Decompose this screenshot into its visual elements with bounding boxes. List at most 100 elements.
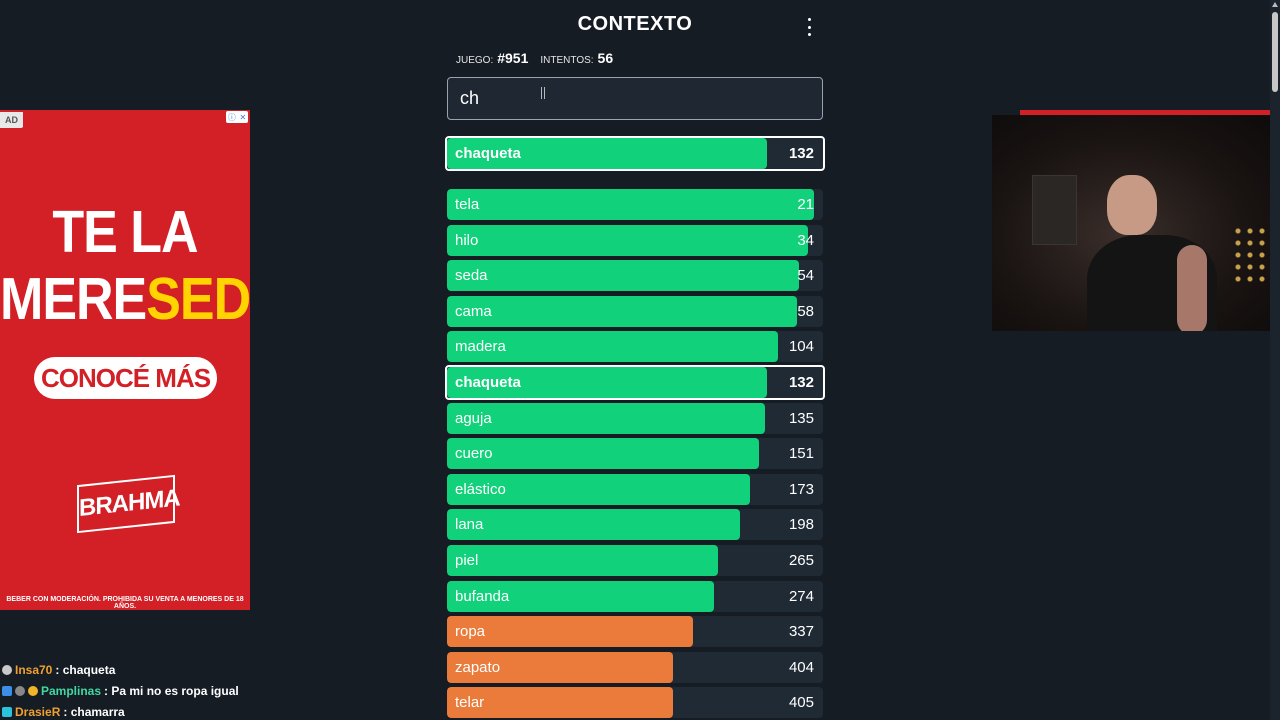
chat-message: Pamplinas : Pa mi no es ropa igual bbox=[2, 680, 422, 701]
guess-rank: 151 bbox=[788, 445, 814, 463]
guess-word: lana bbox=[455, 516, 484, 534]
chat-overlay: Insa70 : chaqueta Pamplinas : Pa mi no e… bbox=[2, 659, 422, 720]
attempts-label: INTENTOS: bbox=[540, 55, 594, 66]
guess-row: piel 265 bbox=[447, 545, 823, 576]
chat-text: : chaqueta bbox=[55, 662, 116, 677]
guess-rank: 58 bbox=[797, 302, 814, 320]
similarity-bar bbox=[447, 189, 814, 220]
webcam-feed bbox=[992, 115, 1280, 331]
attempts-count: 56 bbox=[597, 50, 614, 66]
similarity-bar bbox=[447, 545, 718, 576]
guess-row: telar 405 bbox=[447, 687, 823, 719]
guess-word: ropa bbox=[455, 623, 486, 641]
guess-word: elástico bbox=[455, 480, 506, 498]
similarity-bar bbox=[447, 473, 750, 505]
similarity-bar bbox=[447, 331, 778, 363]
chat-badge-icon bbox=[2, 706, 12, 717]
ad-headline-line1: TE LA bbox=[52, 199, 198, 266]
guess-rank: 34 bbox=[797, 231, 814, 249]
chat-text: : Pa mi no es ropa igual bbox=[104, 683, 239, 698]
guess-row: cama 58 bbox=[447, 295, 823, 327]
guess-row: madera 104 bbox=[447, 331, 823, 363]
chat-badge-icon bbox=[2, 685, 12, 696]
guess-row: zapato 404 bbox=[447, 651, 823, 683]
info-icon[interactable]: ⓘ bbox=[227, 112, 236, 122]
guess-rank: 135 bbox=[788, 409, 814, 427]
guess-row: ropa 337 bbox=[447, 616, 823, 648]
guess-word: cuero bbox=[455, 445, 493, 463]
brand-logo: BRAHMA bbox=[77, 474, 180, 534]
webcam-person-head bbox=[1107, 175, 1157, 235]
guess-row: aguja 135 bbox=[447, 402, 823, 434]
guess-row: cuero 151 bbox=[447, 438, 823, 470]
guess-row: tela 21 bbox=[447, 189, 823, 220]
chat-badge-icon bbox=[15, 685, 25, 696]
chat-message: Insa70 : chaqueta bbox=[2, 659, 422, 680]
similarity-bar bbox=[447, 616, 694, 648]
guess-word: aguja bbox=[455, 409, 492, 427]
guess-word: cama bbox=[455, 302, 492, 320]
ad-headline-line2: MERESED bbox=[0, 266, 250, 333]
guess-word: tela bbox=[455, 196, 480, 213]
chat-badge-icon bbox=[2, 664, 12, 675]
guess-word: seda bbox=[455, 267, 488, 285]
ad-tag: AD bbox=[0, 112, 23, 128]
page-title: CONTEXTO bbox=[577, 13, 693, 35]
guess-rank: 274 bbox=[788, 587, 814, 605]
ad-headline: TE LA MERESED bbox=[0, 199, 250, 332]
text-cursor-icon bbox=[541, 87, 545, 99]
scrollbar-thumb[interactable] bbox=[1272, 12, 1278, 92]
ad-controls[interactable]: ⓘ ✕ bbox=[226, 111, 248, 123]
guess-rank: 337 bbox=[788, 623, 814, 641]
guess-rank: 198 bbox=[788, 516, 814, 534]
webcam-person-arm bbox=[1177, 245, 1207, 331]
guess-rank: 21 bbox=[797, 196, 814, 213]
guess-rank: 132 bbox=[788, 374, 814, 391]
ad-banner[interactable]: AD ⓘ ✕ TE LA MERESED CONOCÉ MÁS BRAHMA B… bbox=[0, 110, 250, 610]
similarity-bar bbox=[447, 402, 765, 434]
game-label: JUEGO: bbox=[456, 55, 494, 66]
game-number: #951 bbox=[497, 50, 529, 66]
last-guess-bar bbox=[447, 138, 767, 169]
similarity-bar bbox=[447, 509, 741, 541]
guess-word: chaqueta bbox=[455, 374, 521, 391]
guess-rank: 54 bbox=[797, 267, 814, 285]
chat-username: Pamplinas bbox=[41, 683, 102, 698]
similarity-bar bbox=[447, 367, 767, 398]
guess-row: hilo 34 bbox=[447, 224, 823, 256]
more-vertical-icon[interactable] bbox=[803, 18, 815, 36]
guess-word: piel bbox=[455, 552, 479, 569]
chat-username: DrasieR bbox=[15, 704, 61, 719]
similarity-bar bbox=[447, 438, 760, 470]
similarity-bar bbox=[447, 651, 673, 683]
scrollbar[interactable] bbox=[1270, 0, 1280, 720]
guess-word: bufanda bbox=[455, 587, 510, 605]
ad-headline-part2: SED bbox=[146, 266, 250, 333]
guess-row: seda 54 bbox=[447, 260, 823, 292]
scroll-up-icon[interactable] bbox=[1272, 2, 1278, 7]
similarity-bar bbox=[447, 224, 808, 256]
guess-rank: 104 bbox=[788, 338, 814, 356]
webcam-string-lights bbox=[1232, 225, 1272, 285]
similarity-bar bbox=[447, 295, 797, 327]
guess-rank: 173 bbox=[788, 480, 814, 498]
similarity-bar bbox=[447, 260, 799, 292]
chat-username: Insa70 bbox=[15, 662, 53, 677]
webcam-top-bar bbox=[1020, 110, 1270, 116]
close-icon[interactable]: ✕ bbox=[239, 112, 247, 122]
guess-word: telar bbox=[455, 694, 485, 712]
guess-word: hilo bbox=[455, 231, 479, 249]
guess-rank: 405 bbox=[788, 694, 814, 712]
last-guess-word: chaqueta bbox=[455, 145, 521, 162]
guess-word: madera bbox=[455, 338, 506, 356]
ad-legal-text: BEBER CON MODERACIÓN. PROHIBIDA SU VENTA… bbox=[6, 596, 244, 610]
ad-cta-button[interactable]: CONOCÉ MÁS bbox=[34, 357, 217, 399]
guess-input[interactable] bbox=[447, 77, 823, 120]
guess-row-current: chaqueta 132 bbox=[445, 365, 825, 400]
guess-rank: 265 bbox=[788, 552, 814, 569]
guess-rank: 404 bbox=[788, 658, 814, 676]
game-stats: JUEGO: #951 INTENTOS: 56 bbox=[456, 50, 621, 66]
guess-row: elástico 173 bbox=[447, 473, 823, 505]
last-guess-row: chaqueta 132 bbox=[445, 136, 825, 171]
